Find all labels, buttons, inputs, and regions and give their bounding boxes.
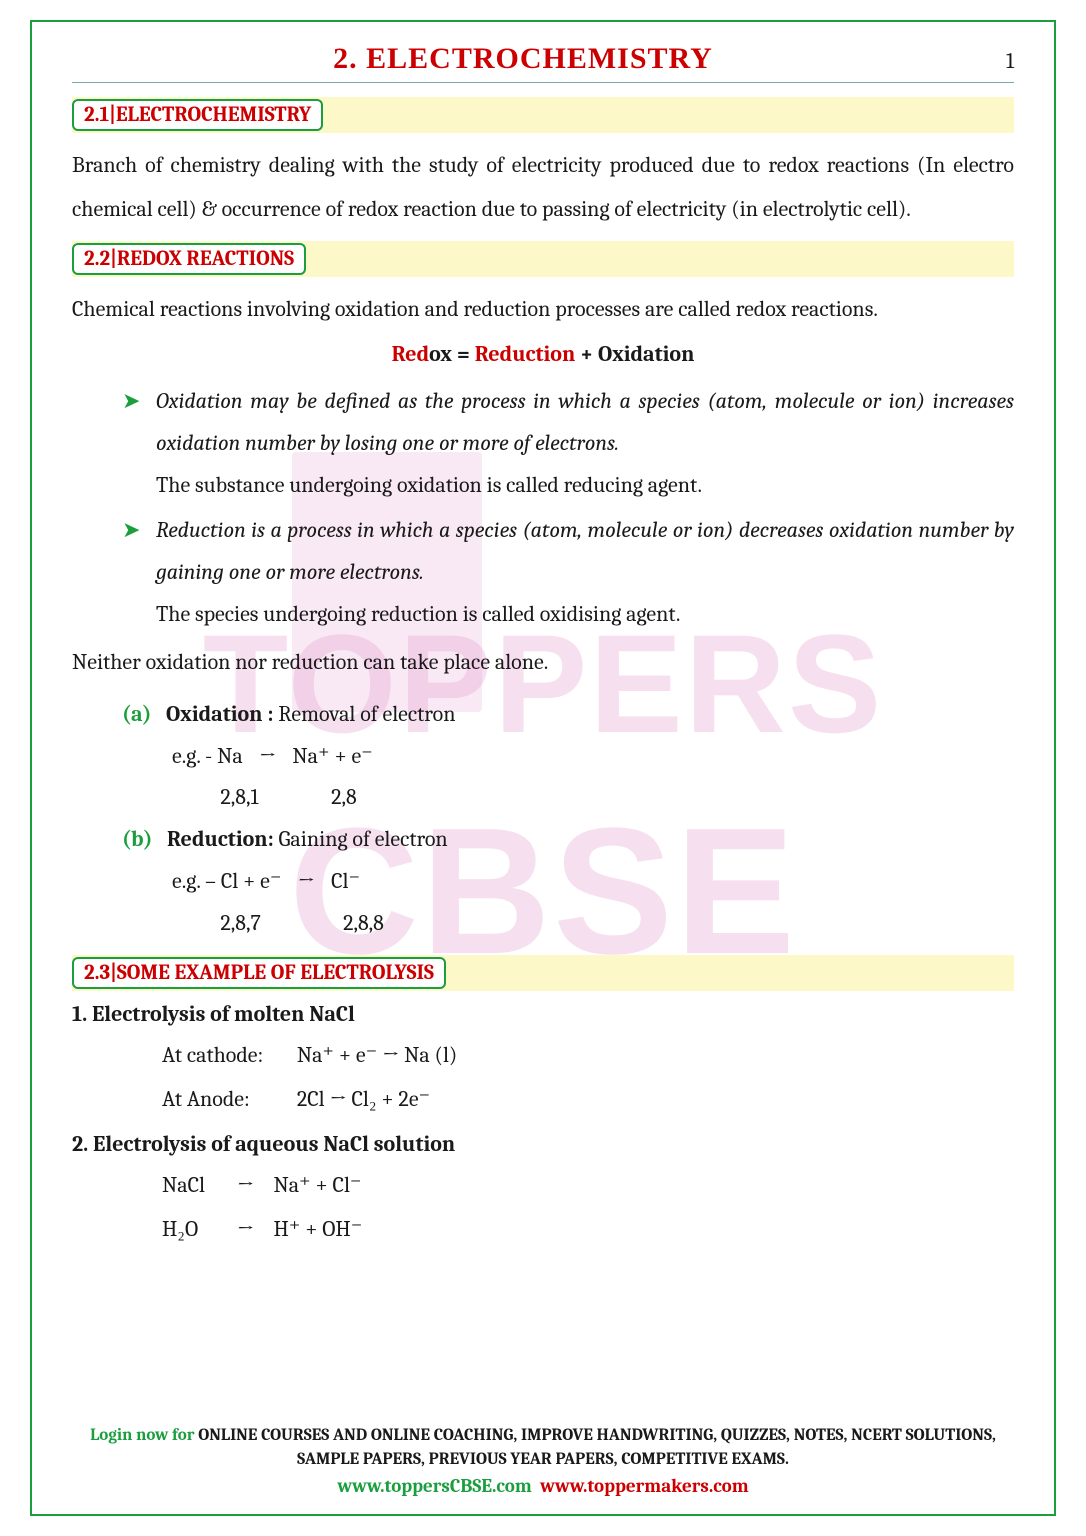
section-heading-2-2: 2.2|REDOX REACTIONS <box>72 243 306 275</box>
ex2-line1: NaCl → Na⁺ + Cl⁻ <box>162 1163 1014 1207</box>
redox-equation: Redox = Reduction + Oxidation <box>72 341 1014 367</box>
item-b-cfg-l: 2,8,7 <box>220 910 260 936</box>
item-b-rhs: Cl⁻ <box>331 868 360 894</box>
ex1-cathode: At cathode: Na⁺ + e⁻ → Na (l) <box>162 1033 1014 1077</box>
eq-plus-oxidation: + Oxidation <box>575 341 694 367</box>
arrow-icon: → <box>286 861 326 903</box>
ex1-anode-eq: 2Cl → Cl₂ + 2e⁻ <box>297 1086 430 1112</box>
footer: Login now for ONLINE COURSES AND ONLINE … <box>32 1424 1054 1500</box>
item-b-cfg-r: 2,8,8 <box>343 910 384 936</box>
ex1-anode: At Anode: 2Cl → Cl₂ + 2e⁻ <box>162 1077 1014 1121</box>
item-b: (b) Reduction: Gaining of electron <box>122 819 1014 861</box>
item-a-lhs: e.g. - Na <box>172 743 243 769</box>
item-a-cfg-r: 2,8 <box>331 784 357 810</box>
eq-ox: ox = <box>429 341 475 367</box>
page-frame: TOPPERS CBSE 2. ELECTROCHEMISTRY 1 2.1|E… <box>30 20 1056 1516</box>
bullet-arrow-icon <box>122 510 156 635</box>
title-rule <box>72 82 1014 83</box>
section-heading-2-3: 2.3|SOME EXAMPLE OF ELECTROLYSIS <box>72 957 446 989</box>
section-band-2-3: 2.3|SOME EXAMPLE OF ELECTROLYSIS <box>72 955 1014 991</box>
item-a-cfg-l: 2,8,1 <box>220 784 258 810</box>
page-number: 1 <box>974 48 1014 74</box>
section-band-2-1: 2.1|ELECTROCHEMISTRY <box>72 97 1014 133</box>
bullet-1: Oxidation may be defined as the process … <box>122 381 1014 506</box>
arrow-icon: → <box>237 1172 254 1198</box>
bullet-1-plain: The substance undergoing oxidation is ca… <box>156 472 702 498</box>
footer-login: Login now for <box>90 1426 198 1445</box>
item-a-title: Oxidation : <box>166 701 278 727</box>
section-2-1-body: Branch of chemistry dealing with the stu… <box>72 143 1014 231</box>
footer-url1[interactable]: www.toppersCBSE.com <box>337 1475 531 1497</box>
ex1-anode-label: At Anode: <box>162 1077 292 1121</box>
section-band-2-2: 2.2|REDOX REACTIONS <box>72 241 1014 277</box>
item-a-desc: Removal of electron <box>278 701 455 727</box>
eq-reduction: Reduction <box>475 341 576 367</box>
item-b-label: (b) <box>122 826 152 852</box>
item-b-title: Reduction: <box>167 826 279 852</box>
footer-links: www.toppersCBSE.com www.toppermakers.com <box>72 1473 1014 1500</box>
page: TOPPERS CBSE 2. ELECTROCHEMISTRY 1 2.1|E… <box>0 0 1086 1536</box>
bullet-1-text: Oxidation may be defined as the process … <box>156 381 1014 506</box>
item-a-rhs: Na⁺ + e⁻ <box>292 743 372 769</box>
footer-features: ONLINE COURSES AND ONLINE COACHING, IMPR… <box>198 1426 996 1469</box>
bullet-1-italic: Oxidation may be defined as the process … <box>156 388 1014 456</box>
bullet-2-plain: The species undergoing reduction is call… <box>156 601 680 627</box>
eq-red: Red <box>392 341 430 367</box>
item-b-desc: Gaining of electron <box>279 826 448 852</box>
arrow-icon: → <box>248 736 288 778</box>
ex2-l2-r: H⁺ + OH⁻ <box>273 1216 362 1242</box>
section-2-2-body: Chemical reactions involving oxidation a… <box>72 287 1014 331</box>
item-a-label: (a) <box>122 701 152 727</box>
redox-note: Neither oxidation nor reduction can take… <box>72 640 1014 684</box>
item-a-eq: e.g. - Na → Na⁺ + e⁻ <box>172 736 1014 778</box>
title-row: 2. ELECTROCHEMISTRY 1 <box>72 42 1014 76</box>
chapter-title: 2. ELECTROCHEMISTRY <box>72 42 974 76</box>
ex2-l1-l: NaCl <box>162 1163 232 1207</box>
ex1-cathode-label: At cathode: <box>162 1033 292 1077</box>
bullet-2-italic: Reduction is a process in which a specie… <box>156 517 1014 585</box>
arrow-icon: → <box>237 1216 254 1242</box>
ex1-cathode-eq: Na⁺ + e⁻ → Na (l) <box>297 1042 457 1068</box>
ex2-title: 2. Electrolysis of aqueous NaCl solution <box>72 1131 1014 1157</box>
item-b-lhs: e.g. – Cl + e⁻ <box>172 868 281 894</box>
item-b-eq: e.g. – Cl + e⁻ → Cl⁻ <box>172 861 1014 903</box>
item-a: (a) Oxidation : Removal of electron <box>122 694 1014 736</box>
section-heading-2-1: 2.1|ELECTROCHEMISTRY <box>72 99 323 131</box>
content: 2. ELECTROCHEMISTRY 1 2.1|ELECTROCHEMIST… <box>72 42 1014 1251</box>
item-a-cfg: 2,8,1 2,8 <box>172 777 1014 819</box>
ex2-line2: H₂O → H⁺ + OH⁻ <box>162 1207 1014 1251</box>
bullet-arrow-icon <box>122 381 156 506</box>
item-b-cfg: 2,8,7 2,8,8 <box>172 903 1014 945</box>
ex1-title: 1. Electrolysis of molten NaCl <box>72 1001 1014 1027</box>
bullet-2: Reduction is a process in which a specie… <box>122 510 1014 635</box>
ex2-l2-l: H₂O <box>162 1207 232 1251</box>
footer-url2[interactable]: www.toppermakers.com <box>540 1475 749 1497</box>
ex2-l1-r: Na⁺ + Cl⁻ <box>273 1172 361 1198</box>
bullet-2-text: Reduction is a process in which a specie… <box>156 510 1014 635</box>
